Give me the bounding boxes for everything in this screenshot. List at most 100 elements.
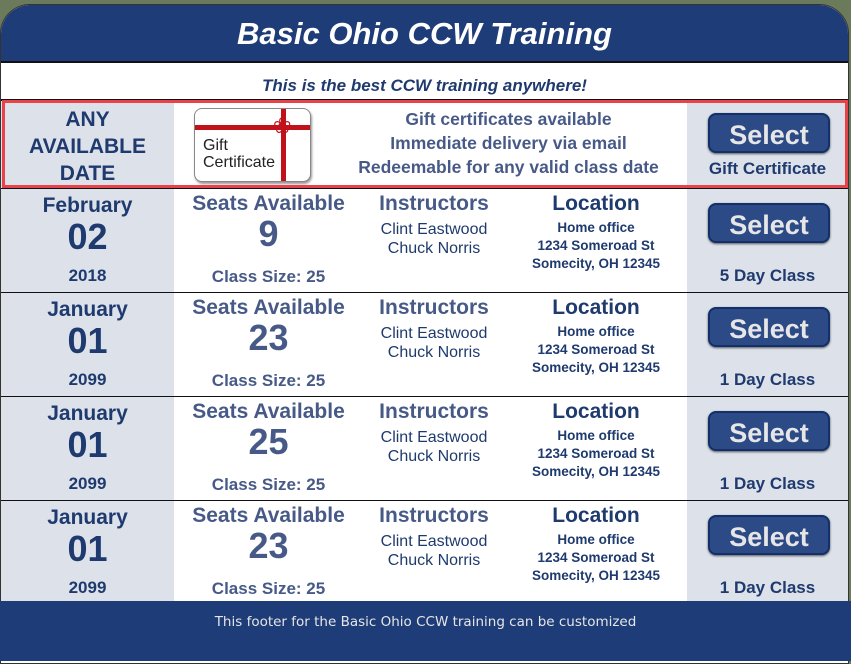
location-line: Somecity, OH 12345 bbox=[531, 360, 661, 375]
ribbon-icon bbox=[195, 125, 310, 130]
seats-count: 9 bbox=[258, 213, 279, 254]
gift-line: Immediate delivery via email bbox=[390, 133, 627, 153]
class-row: January 01 2099 Seats Available 23 Class… bbox=[1, 501, 848, 605]
select-class-button[interactable]: Select bbox=[708, 203, 830, 243]
class-year: 2018 bbox=[68, 266, 107, 285]
class-month: January bbox=[47, 402, 128, 425]
class-year: 2099 bbox=[68, 578, 107, 597]
instructor: Clint Eastwood bbox=[380, 533, 488, 550]
class-size: Class Size: 25 bbox=[211, 475, 326, 494]
location-line: Home office bbox=[557, 220, 635, 235]
location-heading: Location bbox=[552, 400, 640, 423]
instructor: Chuck Norris bbox=[387, 240, 481, 257]
date-cell: January 01 2099 bbox=[1, 501, 174, 604]
location-address: Home office 1234 Someroad St Somecity, OH … bbox=[516, 219, 676, 273]
class-size: Class Size: 25 bbox=[211, 579, 326, 598]
class-month: January bbox=[47, 298, 128, 321]
class-month: January bbox=[47, 506, 128, 529]
select-cell: Select 1 Day Class bbox=[687, 293, 848, 396]
select-class-button[interactable]: Select bbox=[708, 307, 830, 347]
instructors-heading: Instructors bbox=[379, 296, 489, 319]
bow-icon: ❀ bbox=[273, 113, 292, 138]
seats-heading: Seats Available bbox=[192, 296, 345, 319]
class-list-card: Basic Ohio CCW Training This is the best… bbox=[0, 4, 849, 664]
select-gift-certificate-button[interactable]: Select bbox=[708, 113, 830, 153]
location-line: Home office bbox=[557, 324, 635, 339]
footer: This footer for the Basic Ohio CCW train… bbox=[0, 601, 851, 661]
location-line: Somecity, OH 12345 bbox=[531, 256, 661, 271]
gift-certificate-row: ANY AVAILABLE DATE ❀ Gift Certificate Gift … bbox=[1, 101, 848, 189]
class-row: February 02 2018 Seats Available 9 Class… bbox=[1, 189, 848, 293]
instructors-heading: Instructors bbox=[379, 192, 489, 215]
select-cell: Select 1 Day Class bbox=[687, 397, 848, 500]
date-cell: February 02 2018 bbox=[1, 189, 174, 292]
class-type: 1 Day Class bbox=[719, 370, 816, 389]
instructor: Chuck Norris bbox=[387, 344, 481, 361]
page-title: Basic Ohio CCW Training bbox=[1, 5, 848, 63]
gift-certificate-image: ❀ Gift Certificate bbox=[194, 108, 311, 182]
class-type: 5 Day Class bbox=[719, 266, 816, 285]
class-day: 01 bbox=[67, 528, 108, 569]
instructor: Clint Eastwood bbox=[380, 429, 488, 446]
date-line: AVAILABLE bbox=[28, 135, 147, 158]
class-year: 2099 bbox=[68, 474, 107, 493]
date-line: DATE bbox=[59, 162, 116, 185]
instructors-heading: Instructors bbox=[379, 400, 489, 423]
date-cell: January 01 2099 bbox=[1, 397, 174, 500]
instructors-list: Clint Eastwood Chuck Norris bbox=[361, 220, 507, 258]
instructors-list: Clint Eastwood Chuck Norris bbox=[361, 324, 507, 362]
ribbon-icon bbox=[281, 109, 286, 181]
class-day: 01 bbox=[67, 320, 108, 361]
seats-count: 23 bbox=[248, 525, 289, 566]
class-month: February bbox=[42, 194, 133, 217]
select-class-button[interactable]: Select bbox=[708, 515, 830, 555]
instructor: Chuck Norris bbox=[387, 448, 481, 465]
instructors-list: Clint Eastwood Chuck Norris bbox=[361, 532, 507, 570]
class-year: 2099 bbox=[68, 370, 107, 389]
location-line: 1234 Someroad St bbox=[537, 342, 655, 357]
gift-select-cell: Select Gift Certificate bbox=[687, 101, 848, 188]
seats-heading: Seats Available bbox=[192, 504, 345, 527]
seats-count: 25 bbox=[248, 421, 289, 462]
tagline: This is the best CCW training anywhere! bbox=[1, 63, 848, 101]
location-heading: Location bbox=[552, 192, 640, 215]
image-text: Gift bbox=[203, 137, 228, 154]
location-address: Home office 1234 Someroad St Somecity, OH … bbox=[516, 323, 676, 377]
class-day: 01 bbox=[67, 424, 108, 465]
instructor: Clint Eastwood bbox=[380, 221, 488, 238]
location-line: Home office bbox=[557, 428, 635, 443]
image-text: Certificate bbox=[203, 154, 276, 171]
seats-heading: Seats Available bbox=[192, 192, 345, 215]
select-class-button[interactable]: Select bbox=[708, 411, 830, 451]
location-address: Home office 1234 Someroad St Somecity, OH … bbox=[516, 427, 676, 481]
location-line: Somecity, OH 12345 bbox=[531, 568, 661, 583]
class-day: 02 bbox=[67, 216, 108, 257]
location-line: Home office bbox=[557, 532, 635, 547]
date-cell: January 01 2099 bbox=[1, 293, 174, 396]
class-row: January 01 2099 Seats Available 25 Class… bbox=[1, 397, 848, 501]
instructor: Clint Eastwood bbox=[380, 325, 488, 342]
location-line: Somecity, OH 12345 bbox=[531, 464, 661, 479]
location-line: 1234 Someroad St bbox=[537, 446, 655, 461]
gift-line: Redeemable for any valid class date bbox=[358, 157, 659, 177]
date-line: ANY bbox=[65, 108, 110, 131]
instructors-list: Clint Eastwood Chuck Norris bbox=[361, 428, 507, 466]
select-cell: Select 5 Day Class bbox=[687, 189, 848, 292]
instructor: Chuck Norris bbox=[387, 552, 481, 569]
class-row: January 01 2099 Seats Available 23 Class… bbox=[1, 293, 848, 397]
class-type: 1 Day Class bbox=[719, 578, 816, 597]
location-line: 1234 Someroad St bbox=[537, 550, 655, 565]
class-size: Class Size: 25 bbox=[211, 267, 326, 286]
class-type: 1 Day Class bbox=[719, 474, 816, 493]
seats-heading: Seats Available bbox=[192, 400, 345, 423]
location-heading: Location bbox=[552, 296, 640, 319]
location-address: Home office 1234 Someroad St Somecity, OH … bbox=[516, 531, 676, 585]
seats-count: 23 bbox=[248, 317, 289, 358]
instructors-heading: Instructors bbox=[379, 504, 489, 527]
location-line: 1234 Someroad St bbox=[537, 238, 655, 253]
class-size: Class Size: 25 bbox=[211, 371, 326, 390]
location-heading: Location bbox=[552, 504, 640, 527]
gift-date-cell: ANY AVAILABLE DATE bbox=[1, 101, 174, 188]
gift-certificate-label: Gift Certificate bbox=[708, 159, 827, 178]
select-cell: Select 1 Day Class bbox=[687, 501, 848, 604]
